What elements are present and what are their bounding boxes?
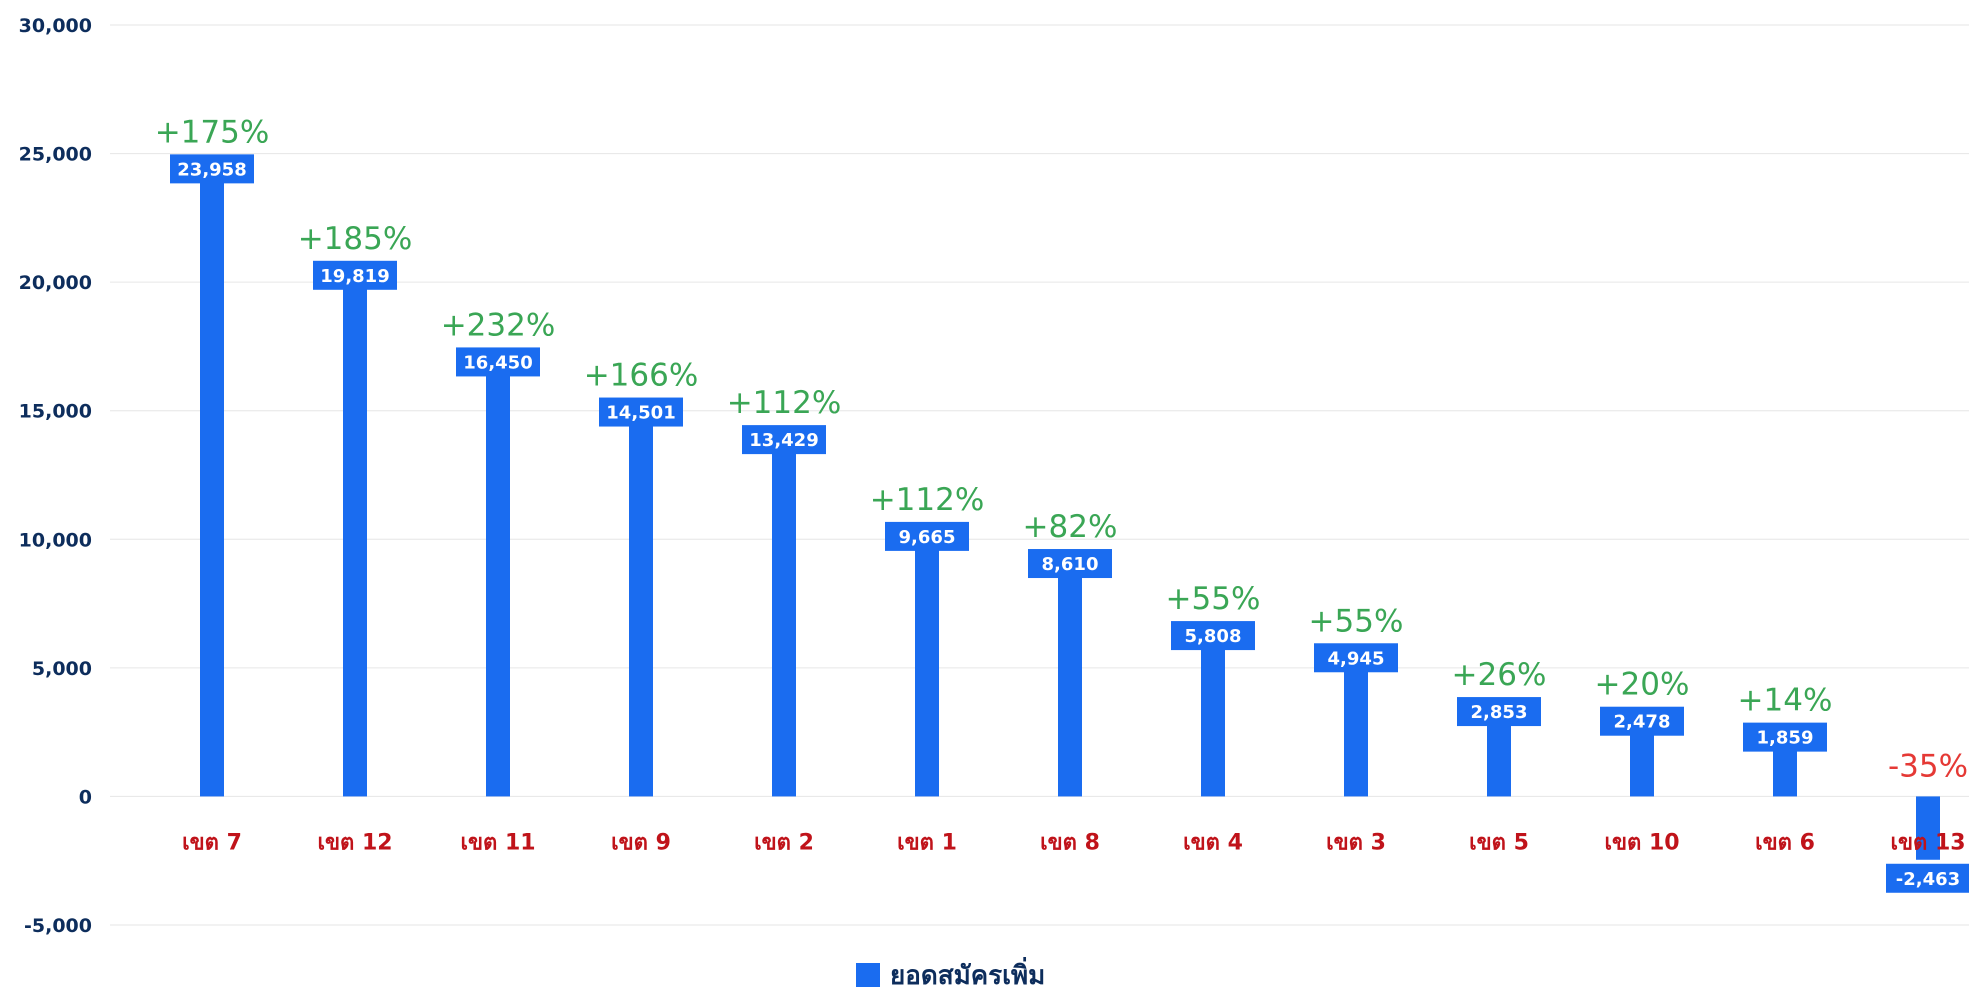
y-tick-label: 10,000	[19, 529, 92, 551]
x-tick-label: เขต 7	[182, 830, 242, 855]
data-label: 8,610	[1042, 554, 1099, 575]
x-tick-label: เขต 1	[897, 830, 957, 855]
x-tick-label: เขต 10	[1604, 830, 1679, 855]
bar	[1916, 796, 1940, 860]
data-label: -2,463	[1896, 869, 1960, 890]
bar	[629, 423, 653, 797]
x-tick-label: เขต 9	[611, 830, 671, 855]
percent-change-label: +232%	[441, 307, 556, 343]
y-tick-label: 20,000	[19, 272, 92, 294]
bar	[486, 373, 510, 797]
bar	[1773, 748, 1797, 797]
percent-change-label: +112%	[727, 385, 842, 421]
data-label-box	[1028, 549, 1112, 579]
percent-change-label: +166%	[584, 358, 699, 394]
gridlines	[110, 24, 1969, 926]
x-tick-label: เขต 2	[754, 830, 814, 855]
y-tick-label: 25,000	[19, 144, 92, 166]
bar	[1201, 647, 1225, 797]
data-label-box	[1314, 643, 1398, 673]
percent-change-label: +26%	[1452, 657, 1547, 693]
bar	[200, 180, 224, 797]
data-label: 2,853	[1471, 702, 1528, 723]
percent-change-label: +55%	[1309, 603, 1404, 639]
percent-change-label: +185%	[298, 221, 413, 257]
y-tick-label: 5,000	[32, 658, 92, 680]
bar	[1344, 669, 1368, 797]
data-label: 23,958	[177, 159, 246, 180]
data-label: 19,819	[320, 266, 389, 287]
bar	[1058, 575, 1082, 797]
percent-change-label: +175%	[155, 114, 270, 150]
data-label: 5,808	[1185, 626, 1242, 647]
y-tick-label: -5,000	[24, 915, 92, 937]
data-labels: 23,958 +175% 19,819 +185% 16,450 +232% 14,501 +…	[155, 114, 1969, 893]
y-tick-label: 0	[79, 786, 92, 808]
data-label: 2,478	[1614, 712, 1671, 733]
data-label: 9,665	[899, 527, 956, 548]
percent-change-label: +82%	[1023, 509, 1118, 545]
x-tick-label: เขต 5	[1469, 830, 1529, 855]
data-label-box	[1171, 621, 1255, 651]
bar	[772, 451, 796, 797]
bars	[200, 180, 1940, 860]
data-label-box	[1743, 722, 1827, 752]
data-label-box	[885, 521, 969, 551]
x-tick-label: เขต 12	[317, 830, 392, 855]
percent-change-label: +14%	[1738, 683, 1833, 719]
legend-swatch	[856, 963, 880, 987]
bar	[1630, 732, 1654, 797]
y-tick-label: 15,000	[19, 401, 92, 423]
x-tick-label: เขต 4	[1183, 830, 1243, 855]
x-tick-label: เขต 13	[1890, 830, 1965, 855]
percent-change-label: +55%	[1166, 581, 1261, 617]
x-axis-ticks: เขต 7 เขต 12 เขต 11 เขต 9 เขต 2 เขต 1 เขต 8 เขต…	[182, 830, 1965, 855]
data-label: 4,945	[1328, 648, 1385, 669]
data-label: 14,501	[606, 403, 675, 424]
bar	[915, 547, 939, 797]
data-label-box	[1600, 706, 1684, 736]
data-label-box	[170, 154, 254, 184]
percent-change-label: +20%	[1595, 667, 1690, 703]
data-label: 16,450	[463, 352, 532, 373]
bar	[343, 286, 367, 797]
data-label-box	[1457, 697, 1541, 727]
x-tick-label: เขต 6	[1755, 830, 1815, 855]
percent-change-label: -35%	[1888, 748, 1968, 784]
x-tick-label: เขต 11	[460, 830, 535, 855]
data-label-box	[1886, 863, 1969, 893]
data-label-box	[599, 397, 683, 427]
data-label-box	[456, 347, 540, 377]
data-label-box	[313, 260, 397, 290]
percent-change-label: +112%	[870, 482, 985, 518]
data-label: 13,429	[749, 430, 818, 451]
data-label-box	[742, 425, 826, 455]
x-tick-label: เขต 8	[1040, 830, 1100, 855]
legend: ยอดสมัครเพิ่ม	[856, 956, 1045, 990]
y-axis-ticks: -5,000 0 5,000 10,000 15,000 20,000 25,000 30,0…	[19, 15, 92, 937]
legend-label: ยอดสมัครเพิ่ม	[890, 956, 1045, 990]
data-label: 1,859	[1757, 728, 1814, 749]
bar	[1487, 723, 1511, 797]
y-tick-label: 30,000	[19, 15, 92, 37]
x-tick-label: เขต 3	[1326, 830, 1386, 855]
